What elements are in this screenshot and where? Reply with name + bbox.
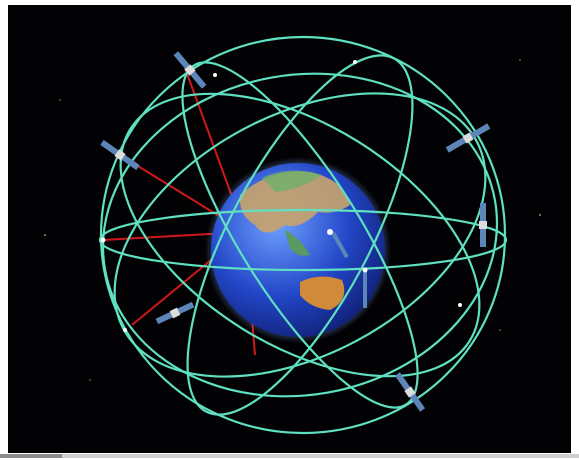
- orbits: [98, 35, 508, 435]
- progress-fill: [0, 454, 62, 458]
- continents: [239, 170, 350, 310]
- progress-track: [0, 454, 579, 458]
- satellites: [100, 51, 491, 412]
- stars: [44, 59, 541, 381]
